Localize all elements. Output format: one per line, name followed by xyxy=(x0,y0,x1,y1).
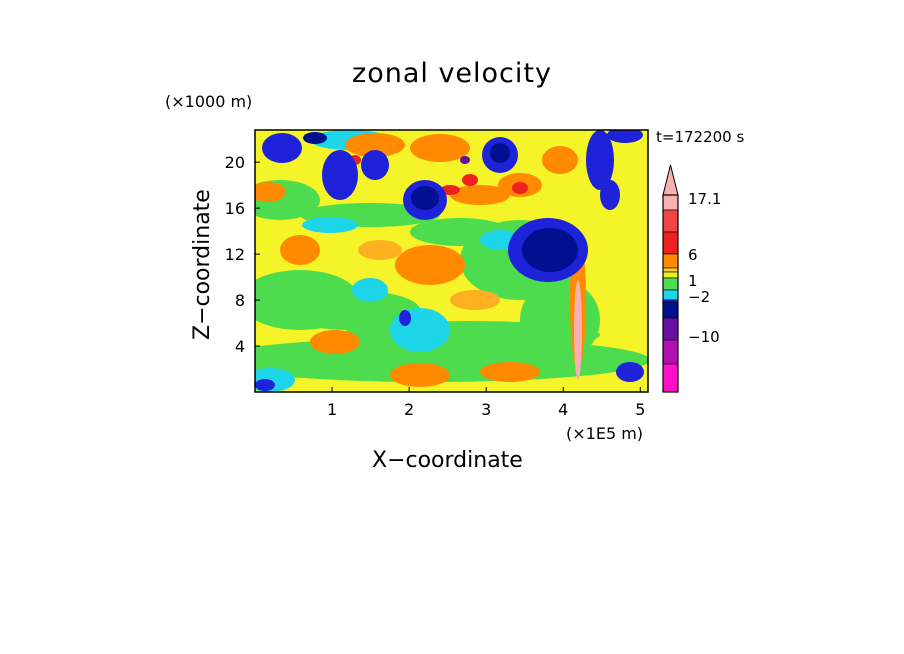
y-axis: 4 8 12 16 20 xyxy=(225,153,260,356)
contour-region xyxy=(390,308,450,352)
chart-title: zonal velocity xyxy=(352,58,552,89)
contour-region xyxy=(303,132,327,144)
plot-frame xyxy=(254,129,649,393)
contour-region xyxy=(322,150,358,200)
contour-region xyxy=(302,217,358,233)
y-tick-label: 20 xyxy=(225,153,245,172)
contour-region xyxy=(395,245,465,285)
contour-region xyxy=(480,362,540,382)
contour-region xyxy=(450,185,510,205)
contour-region xyxy=(255,182,286,202)
contour-region xyxy=(542,146,578,174)
contour-region xyxy=(512,182,528,194)
contour-region xyxy=(399,310,411,326)
contour-region xyxy=(490,143,510,163)
y-tick-label: 8 xyxy=(235,291,245,310)
colorbar-swatch xyxy=(662,271,679,279)
contour-region xyxy=(255,379,275,391)
y-tick-label: 4 xyxy=(235,337,245,356)
colorbar-swatch xyxy=(662,363,679,393)
x-axis-unit: (×1E5 m) xyxy=(566,424,644,443)
contour-region xyxy=(361,150,389,180)
colorbar-swatch xyxy=(662,267,679,273)
contour-region xyxy=(280,235,320,265)
y-tick-label: 16 xyxy=(225,199,245,218)
contour-region xyxy=(460,156,470,164)
y-axis-unit: (×1000 m) xyxy=(165,92,253,111)
contour-region xyxy=(522,228,578,272)
colorbar-label: −10 xyxy=(688,328,720,346)
y-tick-label: 12 xyxy=(225,245,245,264)
contour-region xyxy=(616,362,644,382)
x-axis: 1 2 3 4 5 xyxy=(327,387,645,419)
contour-region xyxy=(586,130,614,190)
contour-region xyxy=(262,133,302,163)
colorbar-swatch xyxy=(662,253,679,269)
colorbar-label: 1 xyxy=(688,272,698,290)
x-tick-label: 5 xyxy=(635,400,645,419)
colorbar-swatch xyxy=(662,194,679,211)
colorbar-arrow xyxy=(662,164,679,196)
contour-region xyxy=(352,278,388,302)
colorbar-label: 17.1 xyxy=(688,190,721,208)
contour-region xyxy=(358,240,402,260)
contour-field xyxy=(255,130,648,392)
colorbar-label: 6 xyxy=(688,246,698,264)
colorbar-label: −2 xyxy=(688,288,710,306)
colorbar-swatch xyxy=(662,209,679,233)
colorbar-swatch xyxy=(662,339,679,365)
contour-region xyxy=(411,186,439,210)
contour-region xyxy=(462,174,478,186)
x-tick-label: 1 xyxy=(327,400,337,419)
colorbar-swatch xyxy=(662,317,679,341)
contour-region xyxy=(607,130,643,143)
colorbar-swatch xyxy=(662,301,679,319)
x-tick-label: 4 xyxy=(558,400,568,419)
colorbar-swatch xyxy=(662,231,679,255)
time-annotation: t=172200 s xyxy=(656,128,745,146)
contour-region xyxy=(310,330,360,354)
x-axis-label: X−coordinate xyxy=(372,448,523,473)
contour-region xyxy=(410,134,470,162)
contour-region xyxy=(345,133,405,157)
colorbar-frame xyxy=(662,194,679,393)
contour-region xyxy=(280,290,420,330)
contour-region xyxy=(450,290,500,310)
colorbar-swatch xyxy=(662,289,679,301)
colorbar: 17.1 6 1−2 −10 xyxy=(662,164,721,393)
contour-region xyxy=(390,363,450,387)
x-tick-label: 3 xyxy=(481,400,491,419)
contour-region xyxy=(574,280,582,380)
x-tick-label: 2 xyxy=(404,400,414,419)
contour-region xyxy=(520,280,600,360)
contour-region xyxy=(600,180,620,210)
colorbar-swatch xyxy=(662,277,679,291)
